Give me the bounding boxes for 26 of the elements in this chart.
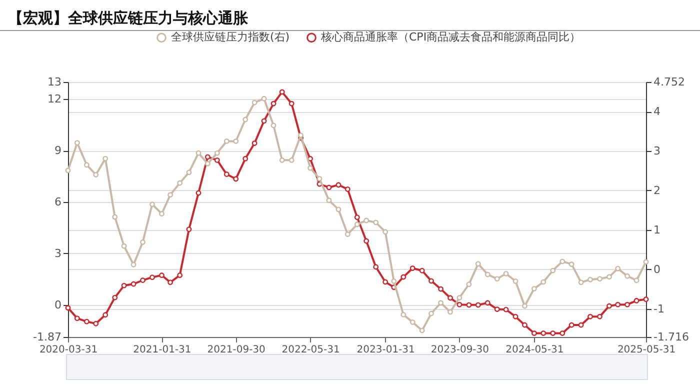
x-tick-label: 2023-09-30 <box>430 344 490 356</box>
y2-tick-label: 0 <box>654 262 660 276</box>
y-tick-label: 13 <box>48 76 62 88</box>
y2-tick-label: 4 <box>654 105 660 118</box>
x-tick-label: 2023-01-31 <box>356 344 415 356</box>
x-tick-label: 2020-03-31 <box>39 344 98 356</box>
y-tick-label: 3 <box>54 246 62 260</box>
y2-tick-label: 3 <box>654 144 660 158</box>
y-tick-label: 9 <box>54 144 62 158</box>
y-tick-label: -1.87 <box>33 330 62 344</box>
y2-tick-label: 2 <box>654 184 660 197</box>
x-tick-label: 2021-09-30 <box>207 344 266 356</box>
y-tick-label: 12 <box>48 92 62 106</box>
legend-label: 全球供应链压力指数(右) <box>171 30 290 44</box>
x-tick-label: 2021-01-31 <box>133 344 192 356</box>
y2-tick-label: 4.752 <box>654 76 685 88</box>
y2-tick-label: -1.716 <box>654 330 689 344</box>
legend-label: 核心商品通胀率（CPI商品减去食品和能源商品同比） <box>320 30 581 44</box>
y2-tick-label: 1 <box>654 223 660 236</box>
y-tick-label: 0 <box>54 298 62 312</box>
x-tick-label: 2024-05-31 <box>506 344 564 356</box>
y2-tick-label: -1 <box>654 302 664 316</box>
x-tick-label: 2022-05-31 <box>282 344 340 356</box>
y-tick-label: 6 <box>54 196 62 209</box>
chart-title: 【宏观】全球供应链压力与核心通胀 <box>8 9 248 28</box>
x-tick-label: 2025-05-31 <box>617 344 676 356</box>
